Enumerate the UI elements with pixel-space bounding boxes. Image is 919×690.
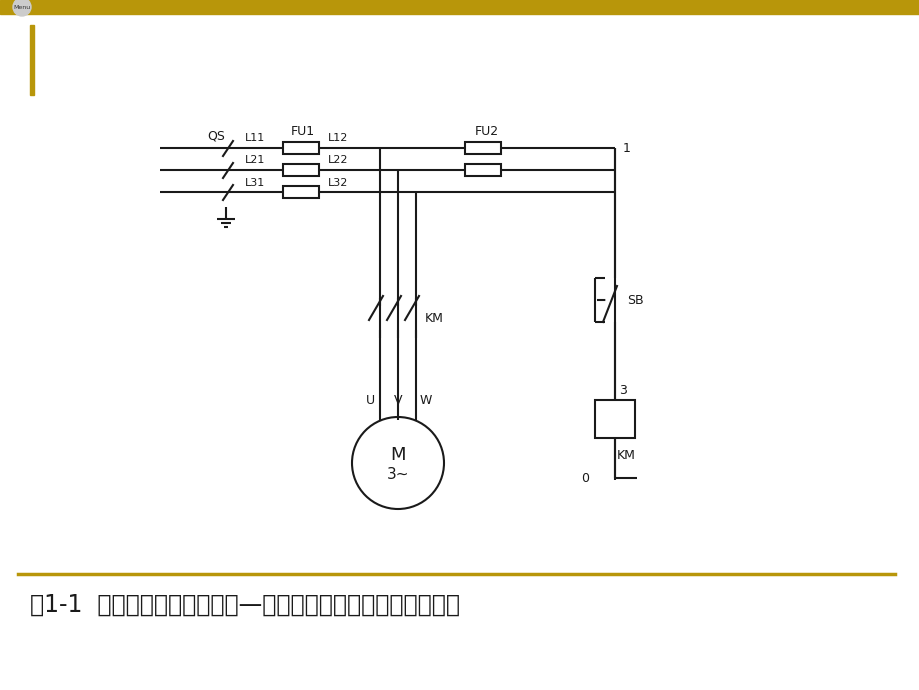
Text: SB: SB	[627, 293, 643, 306]
Text: 3∼: 3∼	[386, 466, 409, 482]
Bar	[283, 142, 319, 154]
Text: Menu: Menu	[14, 5, 30, 10]
Bar	[464, 164, 501, 176]
Text: KM: KM	[617, 448, 635, 462]
Bar	[464, 142, 501, 154]
Text: L22: L22	[328, 155, 348, 165]
Text: 1: 1	[622, 141, 630, 155]
Text: L12: L12	[328, 133, 348, 143]
Text: M: M	[390, 446, 405, 464]
Text: KM: KM	[425, 311, 443, 324]
Bar	[283, 186, 319, 198]
Text: FU1: FU1	[290, 124, 314, 137]
Bar	[595, 400, 634, 438]
Text: V: V	[393, 393, 402, 406]
Text: W: W	[419, 393, 432, 406]
Circle shape	[13, 0, 31, 16]
Text: U: U	[365, 393, 374, 406]
Text: FU2: FU2	[474, 124, 498, 137]
Text: 0: 0	[581, 471, 588, 484]
Text: L11: L11	[244, 133, 265, 143]
Text: L32: L32	[328, 178, 348, 188]
Text: 3: 3	[618, 384, 626, 397]
Bar	[30, 25, 34, 95]
Text: QS: QS	[207, 130, 224, 143]
Bar	[283, 164, 319, 176]
Text: L21: L21	[244, 155, 265, 165]
Text: L31: L31	[244, 178, 265, 188]
Text: 图1-1  三相异步电动机接触器—继电器单向点动控制电路原理图: 图1-1 三相异步电动机接触器—继电器单向点动控制电路原理图	[30, 593, 459, 617]
Bar	[0, 0, 919, 14]
